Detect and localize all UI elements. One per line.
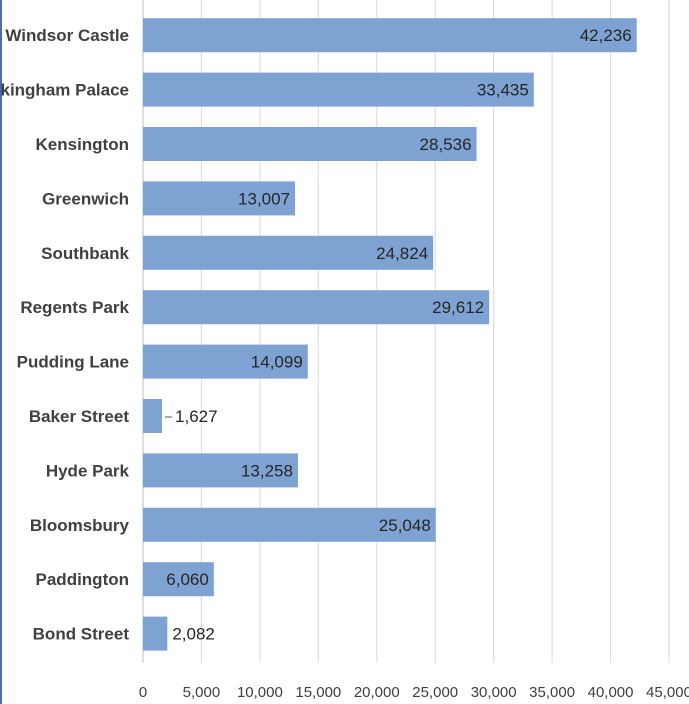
data-label: 6,060 <box>166 570 209 589</box>
bar <box>143 72 534 107</box>
data-label: 28,536 <box>420 135 472 154</box>
category-label: Regents Park <box>20 298 129 317</box>
category-label: Bond Street <box>33 625 130 644</box>
bar <box>143 181 296 216</box>
category-label: Paddington <box>36 570 129 589</box>
bar <box>143 18 637 53</box>
x-tick-label: 30,000 <box>471 684 517 701</box>
data-label: 42,236 <box>580 26 632 45</box>
x-tick-label: 5,000 <box>183 684 221 701</box>
data-label: 1,627 <box>175 407 218 426</box>
x-tick-label: 0 <box>139 684 147 701</box>
bar <box>143 127 477 161</box>
category-label: Baker Street <box>29 407 130 426</box>
category-label: Windsor Castle <box>5 26 129 45</box>
data-label: 33,435 <box>477 81 529 100</box>
left-edge-rule <box>0 0 2 704</box>
data-label: 25,048 <box>379 516 431 535</box>
category-label: Buckingham Palace <box>0 81 129 100</box>
x-axis-ticks: 0 5,000 10,000 15,000 20,000 25,000 30,000 35,0… <box>139 684 689 701</box>
bar <box>143 616 168 651</box>
value-labels: 42,236 33,435 28,536 13,007 24,824 29,612 14,0… <box>165 26 632 644</box>
gridlines <box>142 0 670 663</box>
data-label: 24,824 <box>376 244 428 263</box>
bar <box>143 399 163 433</box>
category-label: Greenwich <box>42 189 129 208</box>
category-label: Bloomsbury <box>30 516 130 535</box>
x-tick-label: 10,000 <box>237 684 283 701</box>
x-tick-label: 20,000 <box>354 684 400 701</box>
x-tick-label: 15,000 <box>295 684 341 701</box>
data-label: 14,099 <box>251 353 303 372</box>
data-label: 13,258 <box>241 461 293 480</box>
bar <box>143 344 308 379</box>
x-tick-label: 25,000 <box>412 684 458 701</box>
bar <box>143 507 436 542</box>
category-label: Kensington <box>36 135 130 154</box>
x-tick-label: 40,000 <box>588 684 634 701</box>
bar <box>143 290 490 325</box>
category-label: Pudding Lane <box>17 353 129 372</box>
bar <box>143 235 434 270</box>
x-tick-label: 45,000 <box>646 684 689 701</box>
category-labels: Windsor Castle Buckingham Palace Kensingto… <box>0 26 130 643</box>
bars <box>143 18 637 651</box>
x-tick-label: 35,000 <box>529 684 575 701</box>
bar <box>143 562 214 597</box>
bar <box>143 453 298 488</box>
data-label: 13,007 <box>238 189 290 208</box>
data-label: 2,082 <box>172 625 215 644</box>
category-label: Southbank <box>41 244 129 263</box>
data-label: 29,612 <box>432 298 484 317</box>
category-label: Hyde Park <box>46 461 130 480</box>
